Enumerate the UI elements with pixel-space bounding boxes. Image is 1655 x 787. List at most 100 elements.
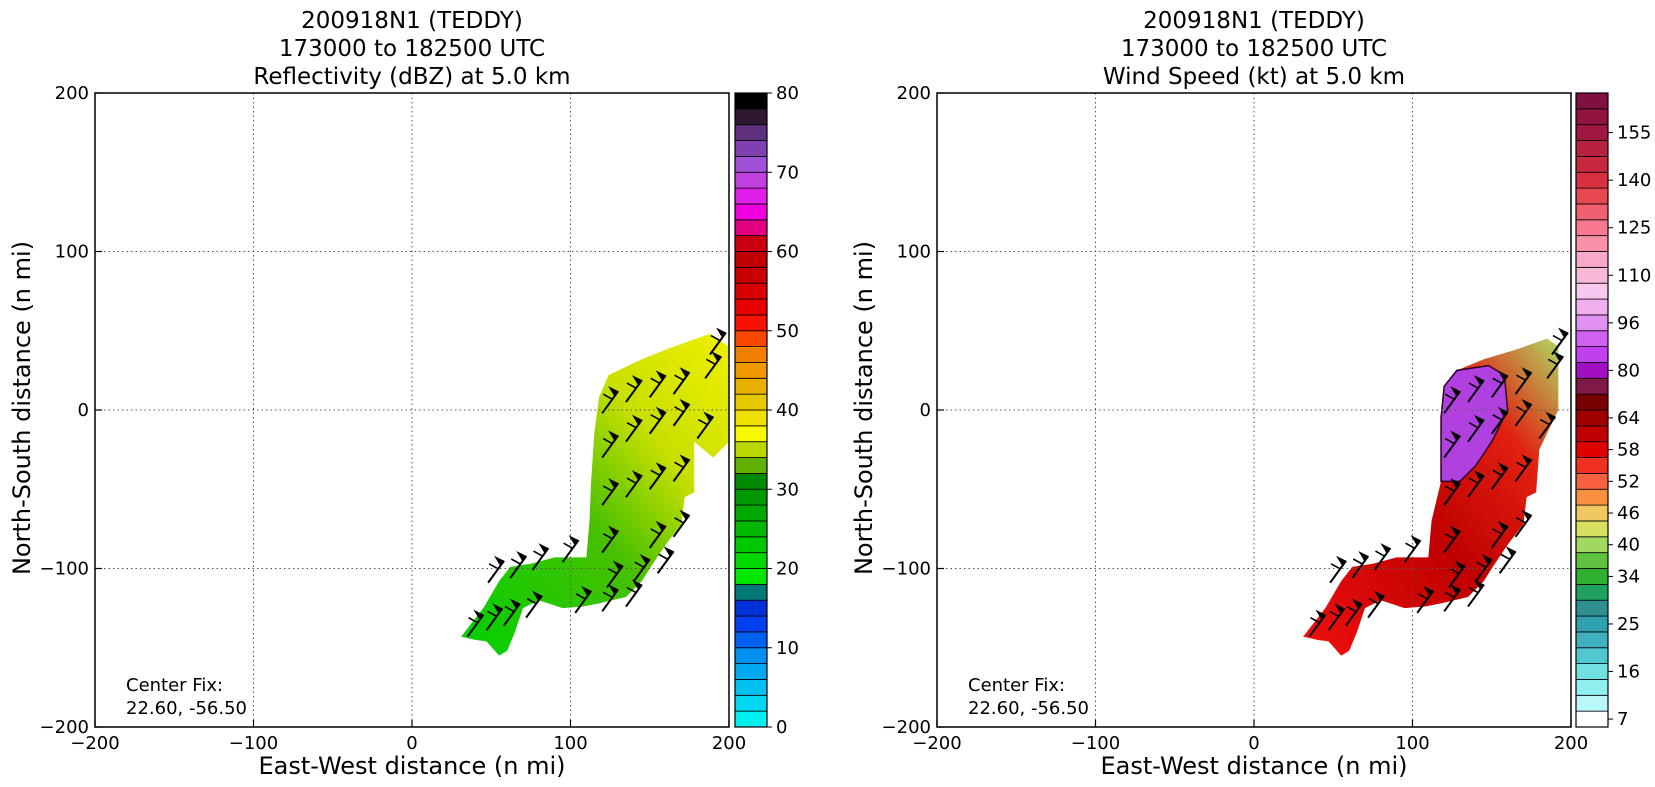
colorbar-bin <box>734 631 768 649</box>
colorbar-tick-label: 20 <box>776 559 799 580</box>
wind-barb-flag <box>1334 603 1345 614</box>
wind-barb-flag <box>1450 584 1461 595</box>
wind-barb-staff <box>1329 560 1347 584</box>
colorbar-bin <box>1575 203 1609 221</box>
wind-barb-flag <box>1450 386 1461 397</box>
wind-barb-staff <box>1345 602 1363 627</box>
wind-barb-tick <box>602 437 613 445</box>
wind-barb-tick <box>602 591 613 598</box>
wind-barb-staff <box>1514 371 1533 395</box>
wind-barb-flag <box>679 398 690 409</box>
x-tick-label: 0 <box>1248 733 1259 754</box>
wind-barb <box>601 525 620 554</box>
wind-speed-panel: 200918N1 (TEDDY) 173000 to 182500 UTC Wi… <box>850 8 1651 780</box>
wind-barb-flag <box>655 406 666 417</box>
wind-barb <box>485 603 504 631</box>
colorbar-bin <box>1575 568 1609 585</box>
y-tick-label: 0 <box>78 400 89 421</box>
colorbar-bin <box>1575 393 1609 411</box>
wind-barb-flag <box>655 370 666 381</box>
wind-barb-tick <box>697 418 708 426</box>
wind-barb-flag <box>1473 470 1484 481</box>
wind-barb <box>531 543 550 571</box>
wind-barb <box>1498 546 1517 574</box>
wind-barb-tick <box>1405 542 1415 549</box>
colorbar-tick-label: 64 <box>1617 408 1640 429</box>
wind-barb <box>1443 478 1462 506</box>
wind-barb <box>525 590 543 619</box>
wind-barb-staff <box>574 590 593 614</box>
wind-barb-tick <box>1492 528 1503 535</box>
y-tick-label: −100 <box>882 559 931 580</box>
colorbar-bin <box>734 615 768 633</box>
panel-title-line-3: Wind Speed (kt) at 5.0 km <box>1103 64 1405 90</box>
wind-barb-staff <box>1514 458 1533 482</box>
wind-barb <box>648 462 667 490</box>
panel-title-line-1: 200918N1 (TEDDY) <box>301 8 523 34</box>
wind-barb-staff <box>509 555 528 579</box>
wind-barb-staff <box>1367 595 1385 619</box>
colorbar-bin <box>1575 155 1609 173</box>
wind-barb-flag <box>1410 535 1421 546</box>
wind-barb-tick <box>1368 597 1379 605</box>
colorbar-tick-label: 96 <box>1617 313 1640 334</box>
wind-barb <box>648 520 667 549</box>
wind-barb <box>625 375 643 403</box>
colorbar-bin <box>734 219 768 237</box>
wind-barb <box>1467 414 1485 443</box>
x-tick-label: 200 <box>712 733 746 754</box>
colorbar-bin <box>1575 377 1609 395</box>
wind-barb-staff <box>1327 607 1346 631</box>
wind-barb <box>601 478 620 506</box>
wind-barb <box>672 454 691 482</box>
y-tick-label: −200 <box>40 717 89 738</box>
wind-barb-staff <box>1538 415 1557 440</box>
wind-barb-staff <box>709 331 727 356</box>
wind-barb-tick <box>1468 422 1479 429</box>
colorbar-bin <box>1575 599 1609 617</box>
wind-barb-tick <box>563 542 573 549</box>
wind-barb-flag <box>1553 351 1564 362</box>
wind-barb-tick <box>602 532 613 540</box>
wind-barb-tick <box>1468 586 1479 594</box>
wind-barb-flag <box>1450 478 1461 489</box>
x-tick-label: 200 <box>1554 733 1588 754</box>
wind-barb <box>1367 590 1385 619</box>
wind-barb-tick <box>602 485 613 492</box>
colorbar-bin <box>734 266 768 284</box>
colorbar-bin <box>734 536 768 554</box>
wind-barb-staff <box>1443 434 1462 459</box>
wind-barb-staff <box>485 607 504 631</box>
wind-barb-tick <box>1375 550 1385 557</box>
colorbar-tick-label: 125 <box>1617 218 1651 239</box>
wind-barb-staff <box>1351 555 1370 579</box>
wind-barb-staff <box>648 525 667 549</box>
colorbar-bin <box>1575 647 1609 665</box>
colorbar-bin <box>1575 631 1609 649</box>
colorbar-bin <box>734 647 768 665</box>
wind-barb-staff <box>1308 614 1327 638</box>
x-tick-label: 0 <box>406 733 417 754</box>
wind-barb-staff <box>648 466 667 490</box>
wind-barb-staff <box>648 411 667 435</box>
wind-barb-tick <box>1547 358 1558 365</box>
wind-barb-tick <box>626 422 637 429</box>
wind-barb-tick <box>1500 553 1511 560</box>
x-tick-label: −200 <box>70 733 119 754</box>
colorbar-bin <box>1575 409 1609 427</box>
wind-barb-flag <box>1497 462 1508 473</box>
wind-barb-flag <box>1545 411 1556 422</box>
wind-barb-flag <box>639 554 650 565</box>
wind-barb <box>1351 551 1370 579</box>
wind-barb-flag <box>1351 598 1362 609</box>
wind-barb-tick <box>1444 437 1455 445</box>
wind-barb-tick <box>1310 616 1320 624</box>
colorbar-bin <box>734 298 768 316</box>
wind-barb <box>1373 543 1392 571</box>
wind-barb-staff <box>601 530 620 554</box>
wind-barb-flag <box>1497 406 1508 417</box>
wind-barb-tick <box>1492 469 1503 476</box>
wind-barb <box>1448 560 1466 589</box>
wind-barb-flag <box>608 478 619 489</box>
wind-barb <box>1475 554 1493 582</box>
